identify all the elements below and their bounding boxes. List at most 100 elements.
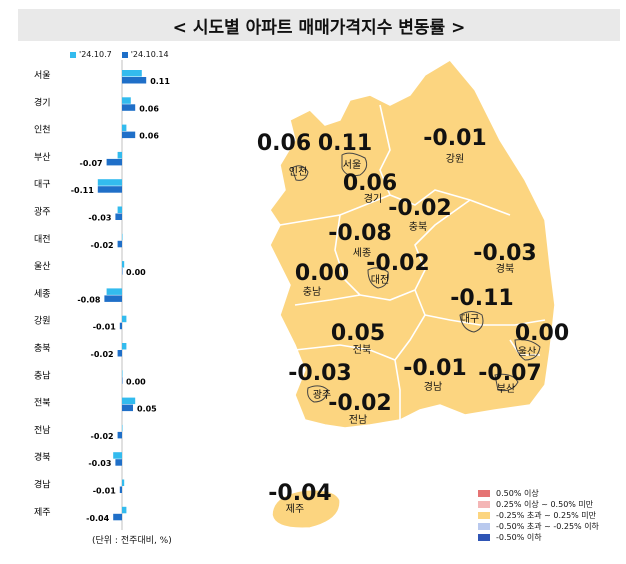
map-legend-row-2: 0.25% 이상 ~ 0.50% 미만 (478, 499, 599, 510)
bar-curr (122, 104, 136, 111)
category-label: 경기 (34, 96, 51, 108)
chart-title: < 시도별 아파트 매매가격지수 변동률 > (18, 9, 620, 41)
bar-curr (104, 295, 122, 302)
bar-curr (115, 459, 122, 466)
map-value-2: -0.01 (423, 126, 486, 151)
bar-prev (122, 370, 123, 377)
bar-prev (117, 206, 122, 213)
seoul-outline (341, 152, 368, 177)
map-legend: 0.50% 이상 0.25% 이상 ~ 0.50% 미만 -0.25% 초과 ~… (478, 488, 599, 543)
incheon-outline (291, 165, 309, 181)
bar-prev (122, 233, 123, 241)
map-legend-swatch-4 (478, 523, 490, 530)
map-value-15: -0.02 (328, 391, 391, 416)
map-value-4: -0.02 (388, 196, 451, 221)
map-region-name-9: 대구 (461, 313, 479, 325)
value-label: -0.02 (91, 241, 114, 250)
bar-curr (122, 131, 136, 139)
bar-prev (122, 124, 127, 132)
map-value-13: -0.01 (403, 356, 466, 381)
map-region-name-16: 제주 (286, 503, 304, 515)
map-region-name-8: 충남 (303, 286, 321, 298)
category-label: 인천 (34, 125, 51, 136)
value-label: 0.11 (150, 77, 170, 86)
value-label: -0.08 (77, 295, 100, 304)
map-region-name-0: 인천 (289, 166, 307, 178)
map-value-14: -0.07 (478, 361, 541, 386)
map-region-name-15: 전남 (349, 414, 367, 426)
map-region-name-6: 대전 (371, 274, 389, 286)
value-label: 0.06 (139, 132, 159, 141)
busan-outline (494, 373, 519, 392)
map-value-5: -0.08 (328, 221, 391, 246)
legend-label-curr: '24.10.14 (130, 50, 169, 59)
map-legend-swatch-1 (478, 490, 490, 497)
value-label: -0.07 (80, 159, 103, 168)
jeju-shape (271, 488, 341, 529)
bar-prev (122, 70, 142, 77)
value-label: -0.04 (86, 514, 109, 523)
map-region-name-12: 광주 (313, 389, 331, 401)
value-label: -0.03 (88, 214, 111, 223)
bar-curr (97, 186, 122, 193)
category-label: 서울 (34, 70, 51, 81)
map-legend-swatch-2 (478, 501, 490, 508)
map-region-name-7: 경북 (496, 262, 514, 275)
legend-swatch-curr (121, 51, 128, 58)
map-value-6: -0.02 (366, 251, 429, 276)
bar-curr (117, 350, 122, 357)
map-legend-row-4: -0.50% 초과 ~ -0.25% 이하 (478, 521, 599, 532)
value-label: 0.00 (126, 377, 146, 386)
daejeon-outline (367, 267, 389, 289)
bar-prev (97, 179, 122, 186)
map-legend-label-5: -0.50% 이하 (496, 533, 542, 542)
map-region-name-3: 경기 (364, 192, 382, 205)
map-value-3: 0.06 (343, 171, 397, 196)
category-label: 충남 (34, 370, 51, 381)
map-legend-row-1: 0.50% 이상 (478, 488, 599, 499)
category-label: 충북 (34, 343, 51, 354)
district-outlines (291, 152, 541, 403)
legend-item-prev: '24.10.7 (70, 50, 112, 59)
bar-curr (122, 77, 147, 84)
map-region-name-5: 세종 (353, 247, 371, 259)
bar-curr (119, 486, 122, 493)
bar-prev (122, 343, 127, 350)
map-region-name-13: 경남 (424, 380, 442, 393)
bar-prev (122, 261, 125, 268)
category-label: 대구 (34, 179, 51, 190)
map-legend-swatch-5 (478, 534, 490, 541)
value-label: -0.03 (88, 459, 111, 468)
legend-label-prev: '24.10.7 (79, 50, 112, 59)
map-legend-label-3: -0.25% 초과 ~ 0.25% 미만 (496, 511, 597, 520)
bar-prev (122, 315, 127, 323)
bar-curr (122, 268, 123, 275)
bar-prev (117, 151, 122, 159)
value-label: -0.01 (93, 487, 116, 496)
bar-prev (122, 424, 123, 432)
map-value-9: -0.11 (450, 286, 513, 311)
bar-curr (122, 377, 123, 384)
bar-prev (122, 397, 136, 405)
bar-prev (106, 288, 122, 295)
value-label: -0.02 (91, 350, 114, 359)
bar-curr (106, 158, 122, 166)
legend-swatch-prev (70, 51, 76, 58)
map-region-name-10: 전북 (353, 344, 371, 356)
category-label: 대전 (34, 234, 51, 245)
value-label: -0.02 (91, 432, 114, 441)
unit-note: (단위 : 전주대비, %) (92, 536, 172, 546)
map-region-name-2: 강원 (446, 153, 464, 165)
map-value-0: 0.06 (257, 131, 311, 156)
map-value-10: 0.05 (331, 321, 385, 346)
province-borders (279, 104, 546, 420)
category-label: 세종 (34, 288, 51, 299)
value-label: -0.01 (93, 323, 116, 332)
bar-chart: 서울 0.11 경기 0.06 인천 0.06 부산 -0.07 대구 -0.11 광주 -0.03 대… (34, 60, 170, 530)
category-label: 전남 (34, 425, 51, 436)
value-label: -0.11 (71, 186, 94, 195)
ulsan-outline (514, 339, 541, 361)
bar-prev (113, 452, 122, 459)
